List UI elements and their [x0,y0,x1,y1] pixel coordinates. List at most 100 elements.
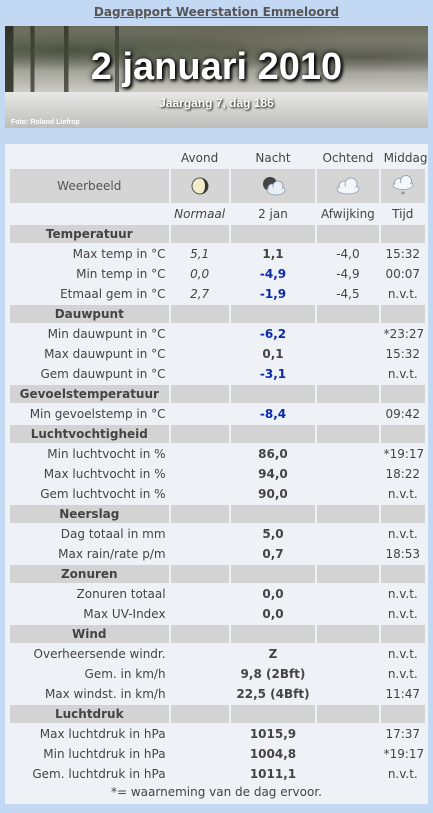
table-row: Gem. in km/h 9,8 (2Bft) n.v.t. [10,665,425,683]
weerbeeld-middag: * [380,169,425,203]
day-value: 9,8 (2Bft) [240,667,306,681]
time-value: n.v.t. [387,607,418,621]
snow-cloud-icon: * [388,173,418,199]
time-value: 18:22 [385,467,421,481]
row-label: Max rain/rate p/m [58,547,166,561]
day-value: 1,1 [262,247,284,261]
cloud-icon [333,173,363,199]
row-label: Max luchtdruk in hPa [39,727,166,741]
row-label: Overheersende windr. [33,647,166,661]
report-table: Avond Nacht Ochtend Middag Weerbeeld [8,147,427,785]
header-middag: Middag [383,151,428,165]
section-neerslag: Neerslag [10,505,169,523]
photo-credit: Foto: Roland Liefrop [11,119,80,126]
table-row: Max dauwpunt in °C 0,1 15:32 [10,345,425,363]
moon-icon [185,173,215,199]
time-value: 15:32 [385,247,421,261]
day-value: 94,0 [258,467,288,481]
day-value: 1004,8 [249,747,297,761]
row-label: Min gevoelstemp in °C [29,407,166,421]
time-value: n.v.t. [387,767,418,781]
time-value: *23:27 [383,327,425,341]
subheader-row: Normaal 2 jan Afwijking Tijd [10,205,425,223]
day-value: Z [268,647,278,661]
section-zonuren: Zonuren [10,565,169,583]
day-value: -4,9 [259,267,287,281]
time-value: n.v.t. [387,587,418,601]
row-label: Max windst. in km/h [44,687,166,701]
table-row: Etmaal gem in °C 2,7 -1,9 -4,5 n.v.t. [10,285,425,303]
table-row: Gem. luchtdruk in hPa 1011,1 n.v.t. [10,765,425,783]
row-label: Gem dauwpunt in °C [40,367,166,381]
time-value: *19:17 [383,747,425,761]
row-label: Min dauwpunt in °C [47,327,166,341]
table-row: Gem luchtvocht in % 90,0 n.v.t. [10,485,425,503]
page-title[interactable]: Dagrapport Weerstation Emmeloord [93,5,340,19]
banner-subtitle: Jaargang 7, dag 186 [159,96,274,110]
table-row: Max UV-Index 0,0 n.v.t. [10,605,425,623]
row-label: Min luchtvocht in % [47,447,166,461]
subheader-date: 2 jan [258,207,288,221]
day-value: 0,7 [262,547,284,561]
subheader-tijd: Tijd [392,207,414,221]
footnote: *= waarneming van de dag ervoor. [110,785,322,799]
day-value: 22,5 (4Bft) [236,687,310,701]
time-value: 00:07 [385,267,421,281]
day-value: -3,1 [259,367,287,381]
cloudy-night-icon [258,173,288,199]
section-row: Luchtdruk [10,705,425,723]
time-value: n.v.t. [387,527,418,541]
row-label: Zonuren totaal [76,587,166,601]
row-label: Min temp in °C [76,267,166,281]
row-label: Max temp in °C [72,247,166,261]
column-header-row: Avond Nacht Ochtend Middag [10,149,428,167]
section-row: Dauwpunt [10,305,425,323]
row-label: Gem luchtvocht in % [40,487,166,501]
day-value: 0,0 [262,607,284,621]
section-luchtdruk: Luchtdruk [10,705,169,723]
table-row: Max rain/rate p/m 0,7 18:53 [10,545,425,563]
time-value: n.v.t. [387,647,418,661]
section-row: Zonuren [10,565,425,583]
table-row: Max windst. in km/h 22,5 (4Bft) 11:47 [10,685,425,703]
weerbeeld-nacht [230,169,316,203]
banner-photo: 2 januari 2010 Jaargang 7, dag 186 Foto:… [5,26,428,128]
banner-snow [5,92,428,128]
day-value: -8,4 [259,407,287,421]
day-value: 0,0 [262,587,284,601]
row-label: Min luchtdruk in hPa [43,747,166,761]
row-label: Gem. in km/h [84,667,166,681]
table-row: Max luchtvocht in % 94,0 18:22 [10,465,425,483]
table-row: Min dauwpunt in °C -6,2 *23:27 [10,325,425,343]
day-value: 1011,1 [249,767,297,781]
time-value: 17:37 [385,727,421,741]
section-wind: Wind [10,625,169,643]
deviation-value: -4,0 [336,247,360,261]
header-nacht: Nacht [255,151,291,165]
normal-value: 0,0 [190,267,210,281]
table-row: Dag totaal in mm 5,0 n.v.t. [10,525,425,543]
time-value: *19:17 [383,447,425,461]
time-value: 18:53 [385,547,421,561]
day-value: -6,2 [259,327,287,341]
banner-date: 2 januari 2010 [90,46,343,88]
report-panel: Avond Nacht Ochtend Middag Weerbeeld [5,144,428,804]
deviation-value: -4,5 [336,287,360,301]
section-row: Neerslag [10,505,425,523]
section-row: Gevoelstemperatuur [10,385,425,403]
section-row: Temperatuur [10,225,425,243]
header-avond: Avond [181,151,219,165]
section-gevoelstemperatuur: Gevoelstemperatuur [10,385,169,403]
day-value: 90,0 [258,487,288,501]
subheader-empty [10,205,169,223]
svg-text:*: * [401,190,405,199]
banner-trees [5,26,428,88]
day-value: 86,0 [258,447,288,461]
table-row: Min gevoelstemp in °C -8,4 09:42 [10,405,425,423]
row-label: Etmaal gem in °C [60,287,166,301]
table-row: Max luchtdruk in hPa 1015,9 17:37 [10,725,425,743]
subheader-normaal: Normaal [174,207,226,221]
time-value: n.v.t. [387,667,418,681]
section-row: Luchtvochtigheid [10,425,425,443]
time-value: 15:32 [385,347,421,361]
